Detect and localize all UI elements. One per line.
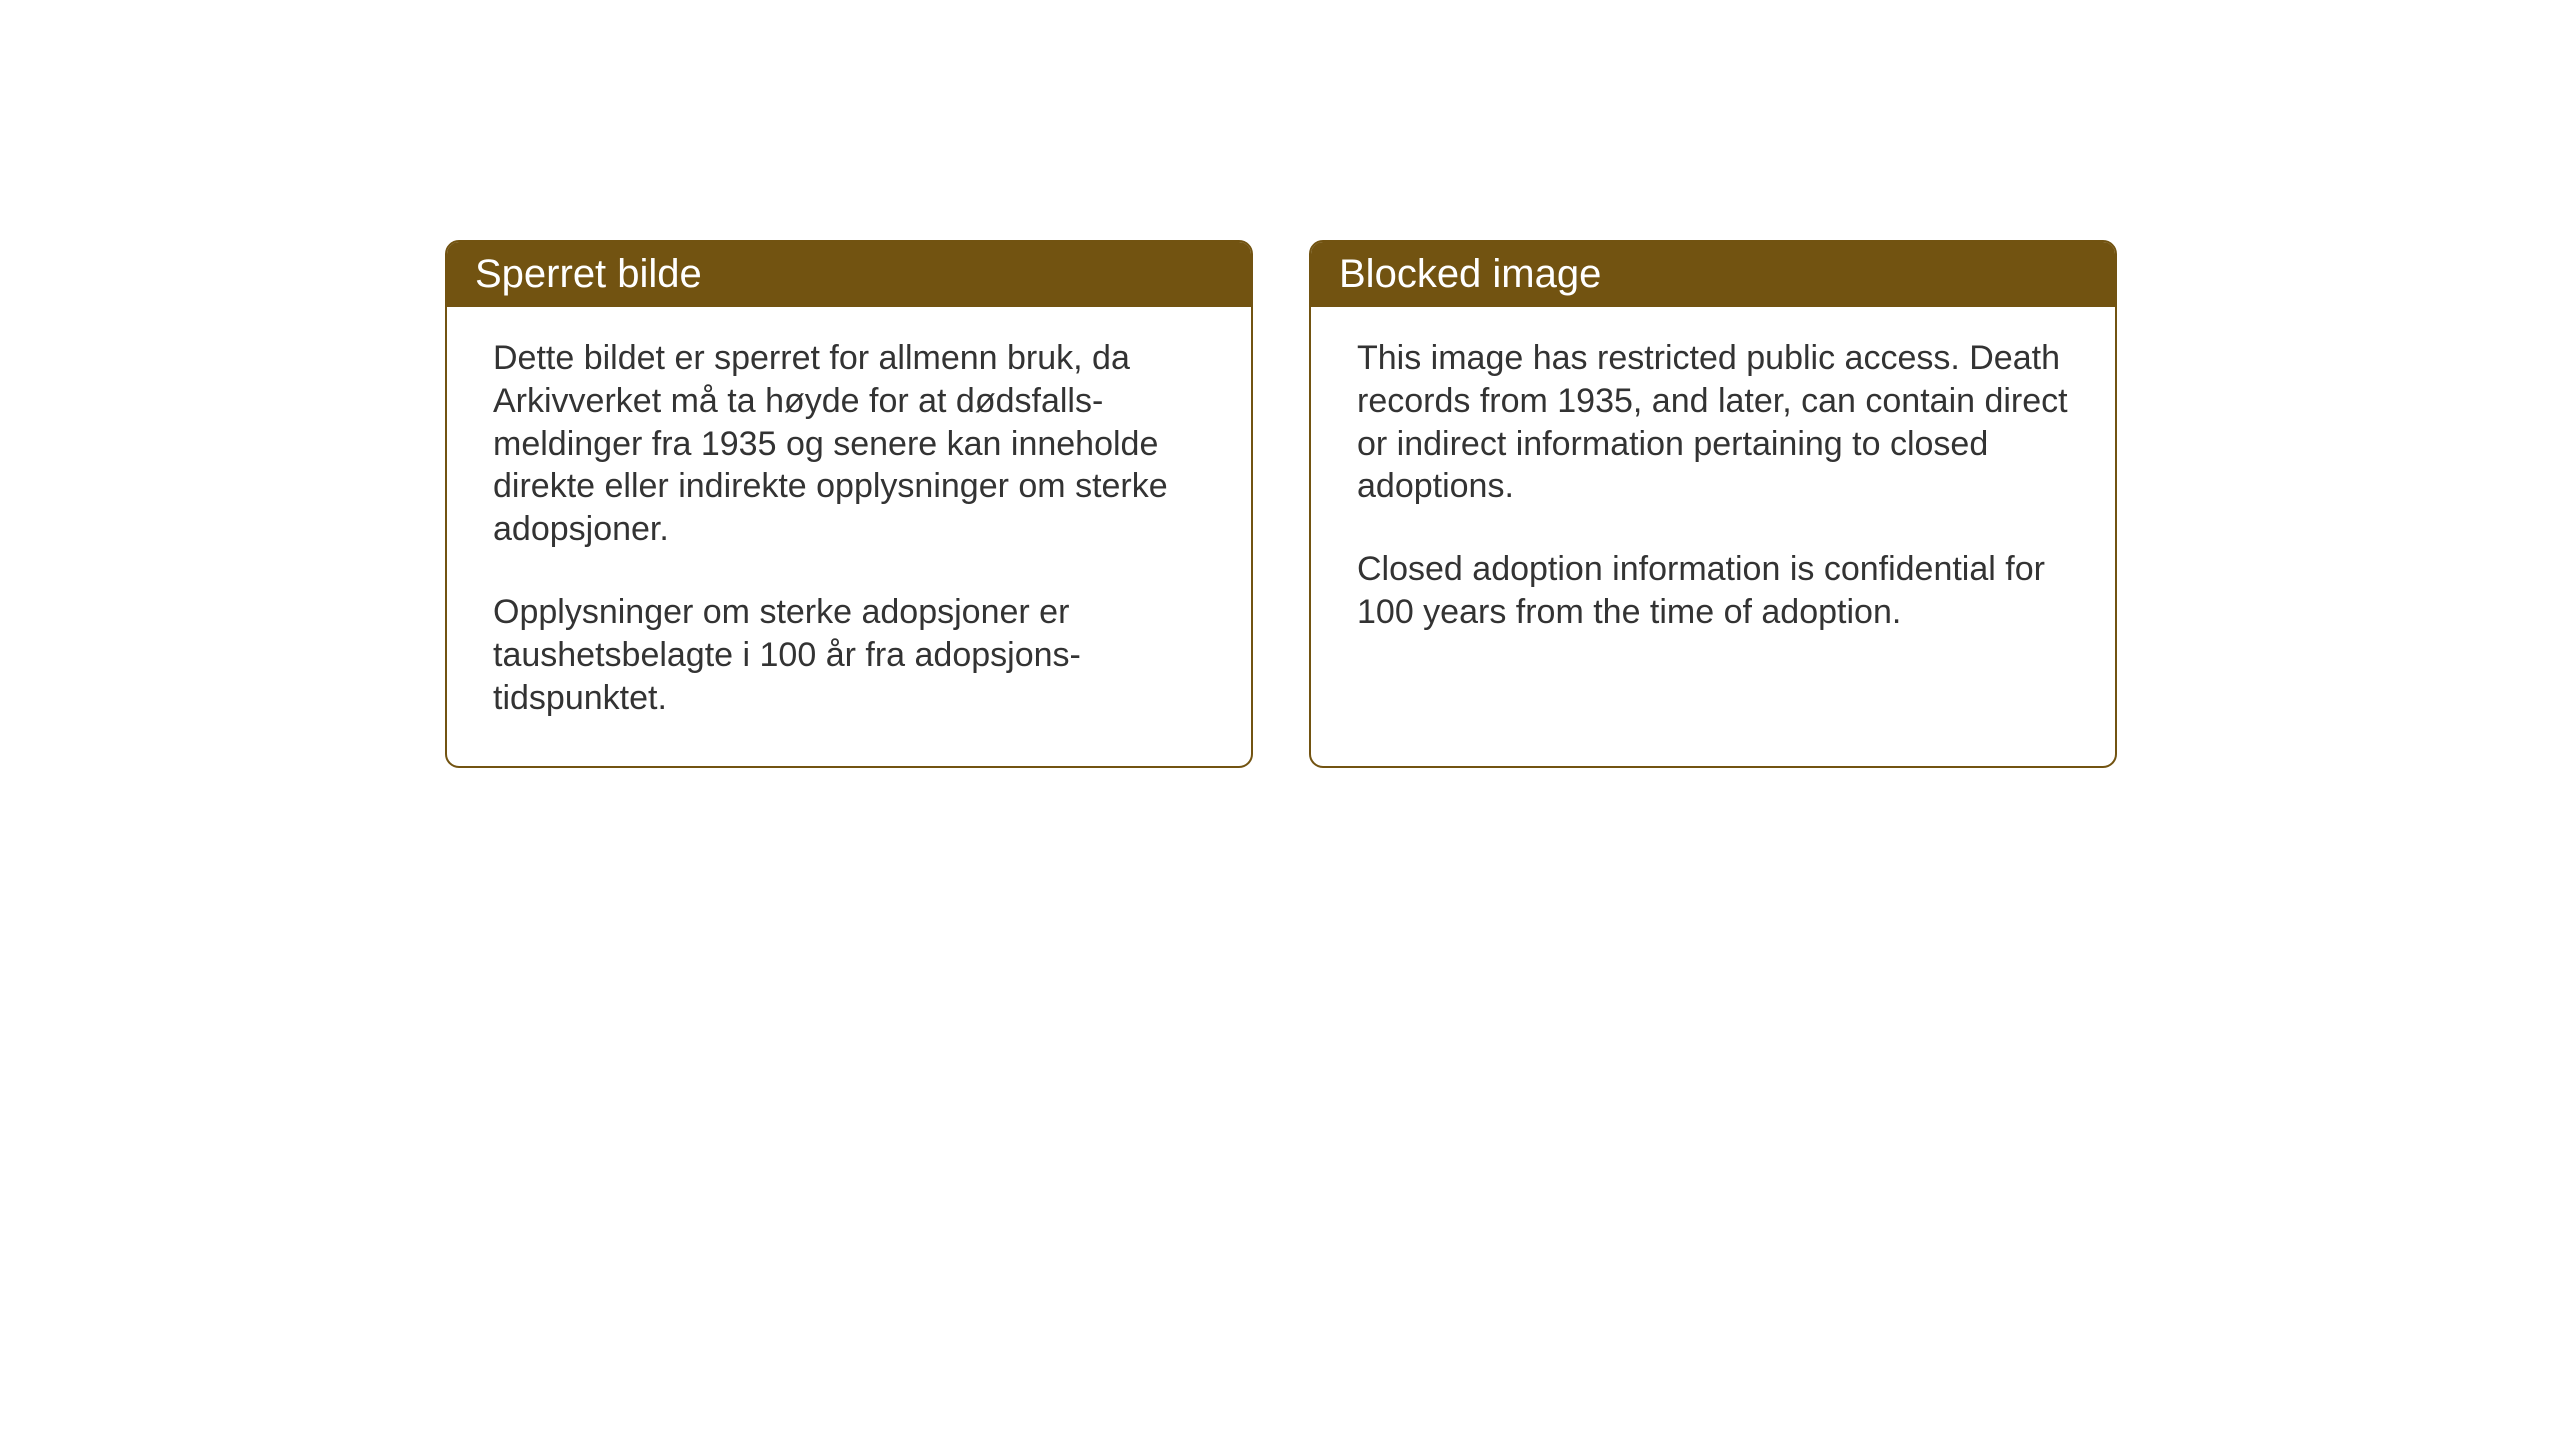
notice-header-norwegian: Sperret bilde — [447, 242, 1251, 307]
notice-paragraph-1: Dette bildet er sperret for allmenn bruk… — [493, 337, 1205, 551]
notice-container: Sperret bilde Dette bildet er sperret fo… — [445, 240, 2117, 768]
notice-title: Sperret bilde — [475, 252, 702, 296]
notice-body-norwegian: Dette bildet er sperret for allmenn bruk… — [447, 307, 1251, 766]
notice-box-english: Blocked image This image has restricted … — [1309, 240, 2117, 768]
notice-paragraph-2: Opplysninger om sterke adopsjoner er tau… — [493, 591, 1205, 719]
notice-paragraph-2: Closed adoption information is confident… — [1357, 548, 2069, 634]
notice-header-english: Blocked image — [1311, 242, 2115, 307]
notice-paragraph-1: This image has restricted public access.… — [1357, 337, 2069, 508]
notice-body-english: This image has restricted public access.… — [1311, 307, 2115, 680]
notice-title: Blocked image — [1339, 252, 1601, 296]
notice-box-norwegian: Sperret bilde Dette bildet er sperret fo… — [445, 240, 1253, 768]
